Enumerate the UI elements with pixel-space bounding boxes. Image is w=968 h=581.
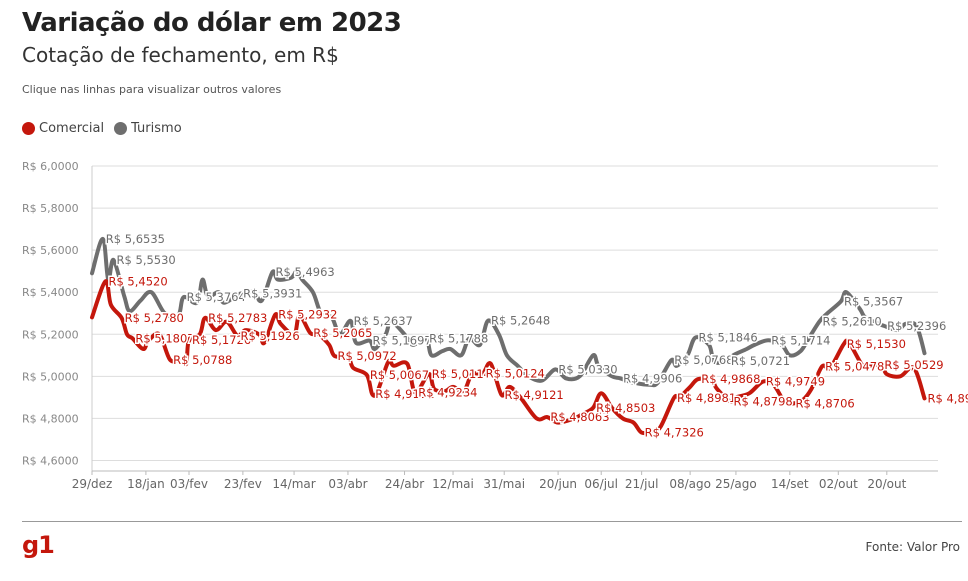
data-label: R$ 5,1807 (135, 331, 194, 345)
data-label: R$ 4,8063 (550, 410, 609, 424)
data-label: R$ 5,0114 (432, 367, 491, 381)
data-label: R$ 5,1788 (429, 332, 488, 346)
x-tick-label: 20/out (867, 477, 906, 491)
chart-title: Variação do dólar em 2023 (22, 8, 402, 38)
x-tick-label: 31/mai (483, 477, 525, 491)
data-label: R$ 5,2783 (208, 311, 267, 325)
data-label: R$ 5,3567 (844, 294, 903, 308)
legend-label-comercial: Comercial (39, 121, 105, 136)
data-label: R$ 5,3764 (187, 290, 246, 304)
y-tick-label: R$ 5,8000 (22, 202, 79, 215)
line-chart: R$ 4,6000 R$ 4,8000 R$ 5,0000 R$ 5,2000 R$ 5… (22, 160, 968, 491)
x-tick-label: 03/abr (328, 477, 367, 491)
g1-logo[interactable]: g1 (22, 531, 55, 559)
data-label: R$ 5,2648 (491, 314, 550, 328)
footer-divider (22, 521, 962, 522)
chart-subtitle: Cotação de fechamento, em R$ (22, 43, 339, 67)
source-credit: Fonte: Valor Pro (865, 540, 960, 554)
data-label: R$ 5,1846 (699, 331, 758, 345)
chart-hint: Clique nas linhas para visualizar outros… (22, 83, 282, 96)
x-tick-label: 23/fev (224, 477, 262, 491)
data-label: R$ 5,0529 (884, 358, 943, 372)
data-label: R$ 5,0972 (337, 349, 396, 363)
data-label: R$ 5,0124 (486, 367, 545, 381)
data-label: R$ 4,7326 (645, 426, 704, 440)
data-label: R$ 5,0768 (674, 353, 733, 367)
x-tick-label: 21/jul (625, 477, 659, 491)
data-label: R$ 5,0721 (731, 354, 790, 368)
chart-legend: Comercial Turismo (22, 121, 186, 136)
data-label: R$ 4,9234 (418, 385, 477, 399)
x-tick-label: 18/jan (127, 477, 165, 491)
legend-swatch-comercial (22, 122, 35, 135)
data-label: R$ 5,2610 (822, 314, 881, 328)
y-tick-label: R$ 4,8000 (22, 412, 79, 425)
data-label: R$ 4,9868 (701, 372, 760, 386)
data-label: R$ 5,2637 (354, 314, 413, 328)
legend-item-comercial[interactable]: Comercial (22, 121, 104, 136)
x-tick-label: 20/jun (539, 477, 577, 491)
data-label: R$ 4,8706 (796, 397, 855, 411)
data-label: R$ 5,1530 (847, 337, 906, 351)
data-label: R$ 4,8503 (596, 401, 655, 415)
data-label: R$ 4,8981 (677, 391, 736, 405)
y-tick-label: R$ 5,2000 (22, 328, 79, 341)
x-tick-label: 06/jul (584, 477, 618, 491)
data-label: R$ 5,4520 (108, 274, 167, 288)
y-tick-label: R$ 5,6000 (22, 244, 79, 257)
x-tick-label: 24/abr (385, 477, 424, 491)
series-line-comercial (90, 279, 927, 436)
y-tick-label: R$ 5,4000 (22, 286, 79, 299)
x-tick-label: 12/mai (432, 477, 474, 491)
data-label: R$ 4,9121 (505, 388, 564, 402)
x-tick-label: 02/out (819, 477, 858, 491)
data-label: R$ 5,4963 (276, 265, 335, 279)
data-label: R$ 5,0067 (370, 368, 429, 382)
data-label: R$ 5,3931 (243, 287, 302, 301)
x-tick-label: 25/ago (715, 477, 757, 491)
data-label: R$ 4,9749 (766, 375, 825, 389)
legend-swatch-turismo (114, 122, 128, 135)
x-tick-label: 14/set (771, 477, 809, 491)
data-label: R$ 5,2780 (125, 311, 184, 325)
x-tick-label: 14/mar (272, 477, 315, 491)
x-tick-label: 08/ago (669, 477, 711, 491)
data-label: R$ 5,2396 (887, 319, 946, 333)
data-label: R$ 5,5530 (117, 253, 176, 267)
data-label: R$ 5,1697 (373, 334, 432, 348)
data-label: R$ 4,9151 (375, 387, 434, 401)
series-line-turismo (90, 236, 927, 388)
y-tick-label: R$ 4,6000 (22, 454, 79, 467)
data-label: R$ 4,8798 (734, 395, 793, 409)
x-tick-label: 03/fev (170, 477, 208, 491)
legend-item-turismo[interactable]: Turismo (114, 121, 182, 136)
data-label: R$ 5,6535 (106, 232, 165, 246)
data-label: R$ 5,1726 (192, 333, 251, 347)
data-label: R$ 5,2065 (313, 326, 372, 340)
data-label: R$ 5,1926 (240, 329, 299, 343)
data-label: R$ 5,1714 (771, 333, 830, 347)
data-label: R$ 5,0788 (173, 353, 232, 367)
legend-label-turismo: Turismo (131, 121, 182, 136)
data-label: R$ 5,2932 (278, 308, 337, 322)
data-label: R$ 4,9906 (623, 371, 682, 385)
x-tick-label: 29/dez (72, 477, 113, 491)
data-label: R$ 4,8953 (928, 391, 968, 405)
y-tick-label: R$ 6,0000 (22, 160, 79, 173)
data-label: R$ 5,0478 (825, 359, 884, 373)
data-label: R$ 5,0330 (558, 362, 617, 376)
y-tick-label: R$ 5,0000 (22, 370, 79, 383)
